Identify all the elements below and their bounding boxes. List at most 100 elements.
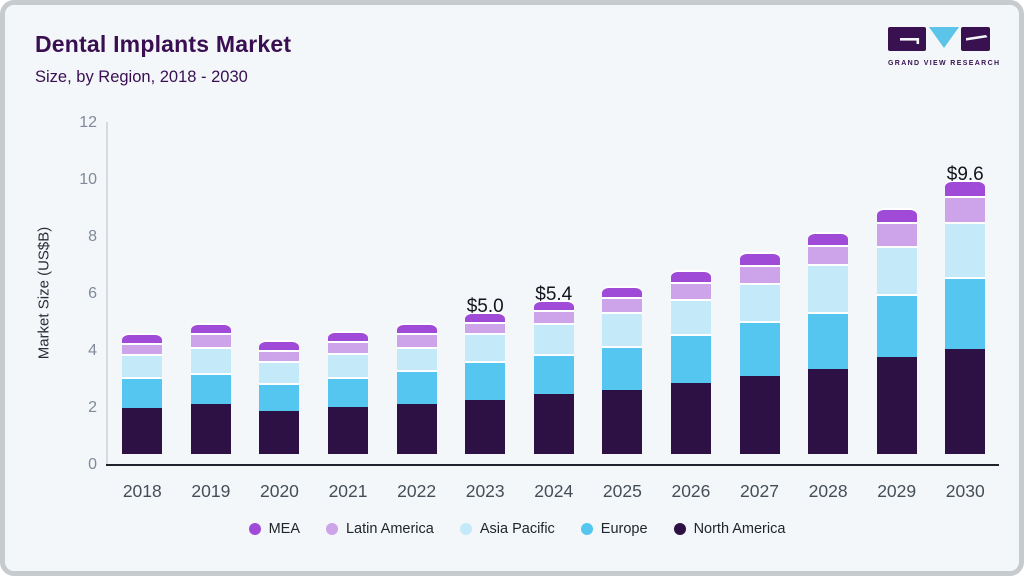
stacked-bar-2030: [945, 180, 986, 454]
legend-label: MEA: [268, 521, 300, 537]
bar-segment-latin-america: [945, 196, 986, 222]
stacked-bar-2021: [328, 331, 369, 454]
stacked-bar-2024: [533, 300, 574, 454]
legend-label: North America: [693, 521, 786, 537]
legend-dot-icon: [459, 523, 472, 535]
bar-segment-latin-america: [533, 310, 574, 323]
stacked-bar-2028: [808, 231, 849, 454]
stacked-bar-2026: [670, 270, 711, 454]
bar-segment-asia-pacific: [670, 298, 711, 335]
bar-segment-europe: [328, 377, 369, 407]
bar-segment-north-america: [190, 404, 231, 454]
data-label-2023: $5.0: [466, 295, 504, 317]
bar-segment-europe: [533, 354, 574, 395]
legend-dot-icon: [248, 523, 261, 535]
x-tick-label: 2029: [877, 481, 917, 501]
bar-segment-europe: [602, 345, 643, 390]
bar-segment-asia-pacific: [945, 221, 986, 278]
bar-segment-latin-america: [328, 341, 369, 353]
data-label-2024: $5.4: [535, 284, 573, 306]
bar-segment-mea: [876, 207, 917, 222]
legend-dot-icon: [325, 523, 338, 535]
bar-segment-mea: [739, 251, 780, 265]
stacked-bar-2018: [122, 332, 163, 454]
x-tick-label: 2018: [122, 481, 162, 501]
y-tick-label: 0: [88, 456, 97, 473]
bar-segment-europe: [465, 361, 506, 400]
bar-segment-north-america: [945, 348, 986, 454]
bar-segment-asia-pacific: [808, 264, 849, 312]
stacked-bar-2023: [465, 311, 506, 454]
bar-segment-north-america: [396, 404, 437, 454]
gvr-logo-wordmark: GRAND VIEW RESEARCH: [888, 60, 1001, 67]
bar-segment-north-america: [533, 394, 574, 454]
bar-segment-latin-america: [808, 244, 849, 265]
legend-label: Europe: [600, 521, 648, 537]
bar-segment-asia-pacific: [259, 361, 300, 383]
bar-segment-latin-america: [190, 333, 231, 348]
bar-segment-north-america: [876, 357, 917, 454]
legend-item-north-america: North America: [673, 521, 786, 537]
bar-segment-mea: [328, 331, 369, 342]
bar-segment-north-america: [670, 382, 711, 454]
bar-segment-asia-pacific: [190, 347, 231, 373]
bar-segment-asia-pacific: [602, 311, 643, 346]
page-title: Dental Implants Market: [35, 31, 292, 57]
bar-segment-latin-america: [876, 221, 917, 246]
stacked-bar-2022: [396, 322, 437, 454]
bar-segment-asia-pacific: [876, 245, 917, 295]
x-axis-line: [106, 464, 999, 466]
bar-segment-latin-america: [739, 264, 780, 284]
x-tick-label: 2030: [945, 481, 985, 501]
y-tick-label: 12: [79, 114, 97, 131]
data-label-2030: $9.6: [946, 164, 984, 186]
bar-segment-mea: [190, 322, 231, 334]
stacked-bar-2029: [876, 207, 917, 454]
x-tick-label: 2027: [740, 481, 779, 501]
x-tick-label: 2020: [259, 481, 299, 501]
bar-segment-mea: [602, 285, 643, 298]
bar-segment-latin-america: [259, 349, 300, 362]
bar-segment-mea: [259, 340, 300, 350]
gvr-logo-icon: [888, 27, 990, 51]
stacked-bar-2019: [190, 322, 231, 454]
bar-segment-north-america: [602, 389, 643, 454]
y-tick-label: 6: [88, 285, 97, 302]
y-tick-label: 2: [88, 399, 97, 416]
stacked-bar-2020: [259, 340, 300, 454]
legend-dot-icon: [580, 523, 593, 535]
bar-segment-asia-pacific: [328, 352, 369, 378]
chart-legend: MEA Latin America Asia Pacific Europe North …: [5, 521, 1024, 537]
legend-label: Asia Pacific: [479, 521, 555, 537]
bar-segment-mea: [808, 231, 849, 245]
bar-segment-europe: [739, 321, 780, 376]
x-tick-label: 2019: [191, 481, 231, 501]
bar-segment-mea: [533, 300, 574, 311]
bar-segment-north-america: [259, 411, 300, 454]
x-tick-label: 2025: [602, 481, 642, 501]
bar-segment-asia-pacific: [396, 347, 437, 370]
y-axis-title: Market Size (US$B): [35, 226, 53, 360]
y-axis-line: [106, 122, 108, 465]
x-tick-label: 2023: [465, 481, 505, 501]
bar-segment-mea: [945, 180, 986, 197]
legend-item-mea: MEA: [248, 521, 300, 537]
legend-label: Latin America: [345, 521, 434, 537]
chart-subtitle: Size, by Region, 2018 - 2030: [35, 68, 248, 86]
bar-segment-europe: [396, 369, 437, 405]
bar-segment-europe: [945, 277, 986, 349]
x-tick-label: 2021: [328, 481, 368, 501]
bar-segment-mea: [670, 270, 711, 282]
stacked-bar-2025: [602, 285, 643, 454]
legend-dot-icon: [673, 523, 686, 535]
bar-segment-latin-america: [670, 281, 711, 299]
bar-segment-asia-pacific: [739, 283, 780, 322]
legend-item-latin-america: Latin America: [325, 521, 434, 537]
legend-item-europe: Europe: [580, 521, 648, 537]
legend-item-asia-pacific: Asia Pacific: [459, 521, 555, 537]
bar-segment-latin-america: [602, 297, 643, 312]
bar-segment-asia-pacific: [122, 354, 163, 378]
bar-segment-europe: [808, 311, 849, 369]
y-tick-label: 10: [79, 171, 97, 188]
